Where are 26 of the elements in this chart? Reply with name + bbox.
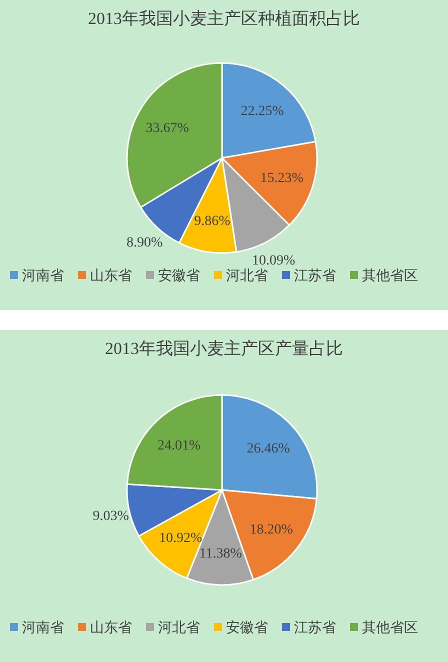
legend-label: 河北省	[158, 620, 200, 636]
data-label: 10.09%	[252, 254, 296, 269]
legend-label: 江苏省	[294, 268, 336, 284]
legend-label: 江苏省	[294, 620, 336, 636]
legend-label: 其他省区	[362, 268, 418, 284]
legend-label: 河北省	[226, 268, 268, 284]
legend-label: 山东省	[90, 620, 132, 636]
data-label: 11.38%	[199, 546, 242, 562]
legend-label: 河南省	[22, 268, 64, 284]
data-label: 8.90%	[126, 236, 164, 251]
legend-label: 山东省	[90, 268, 132, 284]
data-label: 15.23%	[260, 170, 304, 186]
legend-label: 安徽省	[158, 268, 200, 284]
data-label: 33.67%	[146, 121, 190, 136]
data-label: 26.46%	[246, 442, 290, 457]
data-label: 22.25%	[240, 104, 284, 120]
data-label: 18.20%	[250, 522, 294, 538]
data-label: 10.92%	[158, 531, 202, 546]
legend-label: 其他省区	[362, 620, 418, 636]
chart-title: 2013年我国小麦主产区产量占比	[105, 339, 343, 358]
data-label: 9.86%	[194, 214, 231, 229]
data-label: 9.03%	[92, 509, 130, 524]
legend-label: 安徽省	[226, 620, 268, 636]
legend-label: 河南省	[22, 620, 64, 636]
data-label: 24.01%	[157, 438, 201, 454]
chart-title: 2013年我国小麦主产区种植面积占比	[88, 9, 360, 28]
